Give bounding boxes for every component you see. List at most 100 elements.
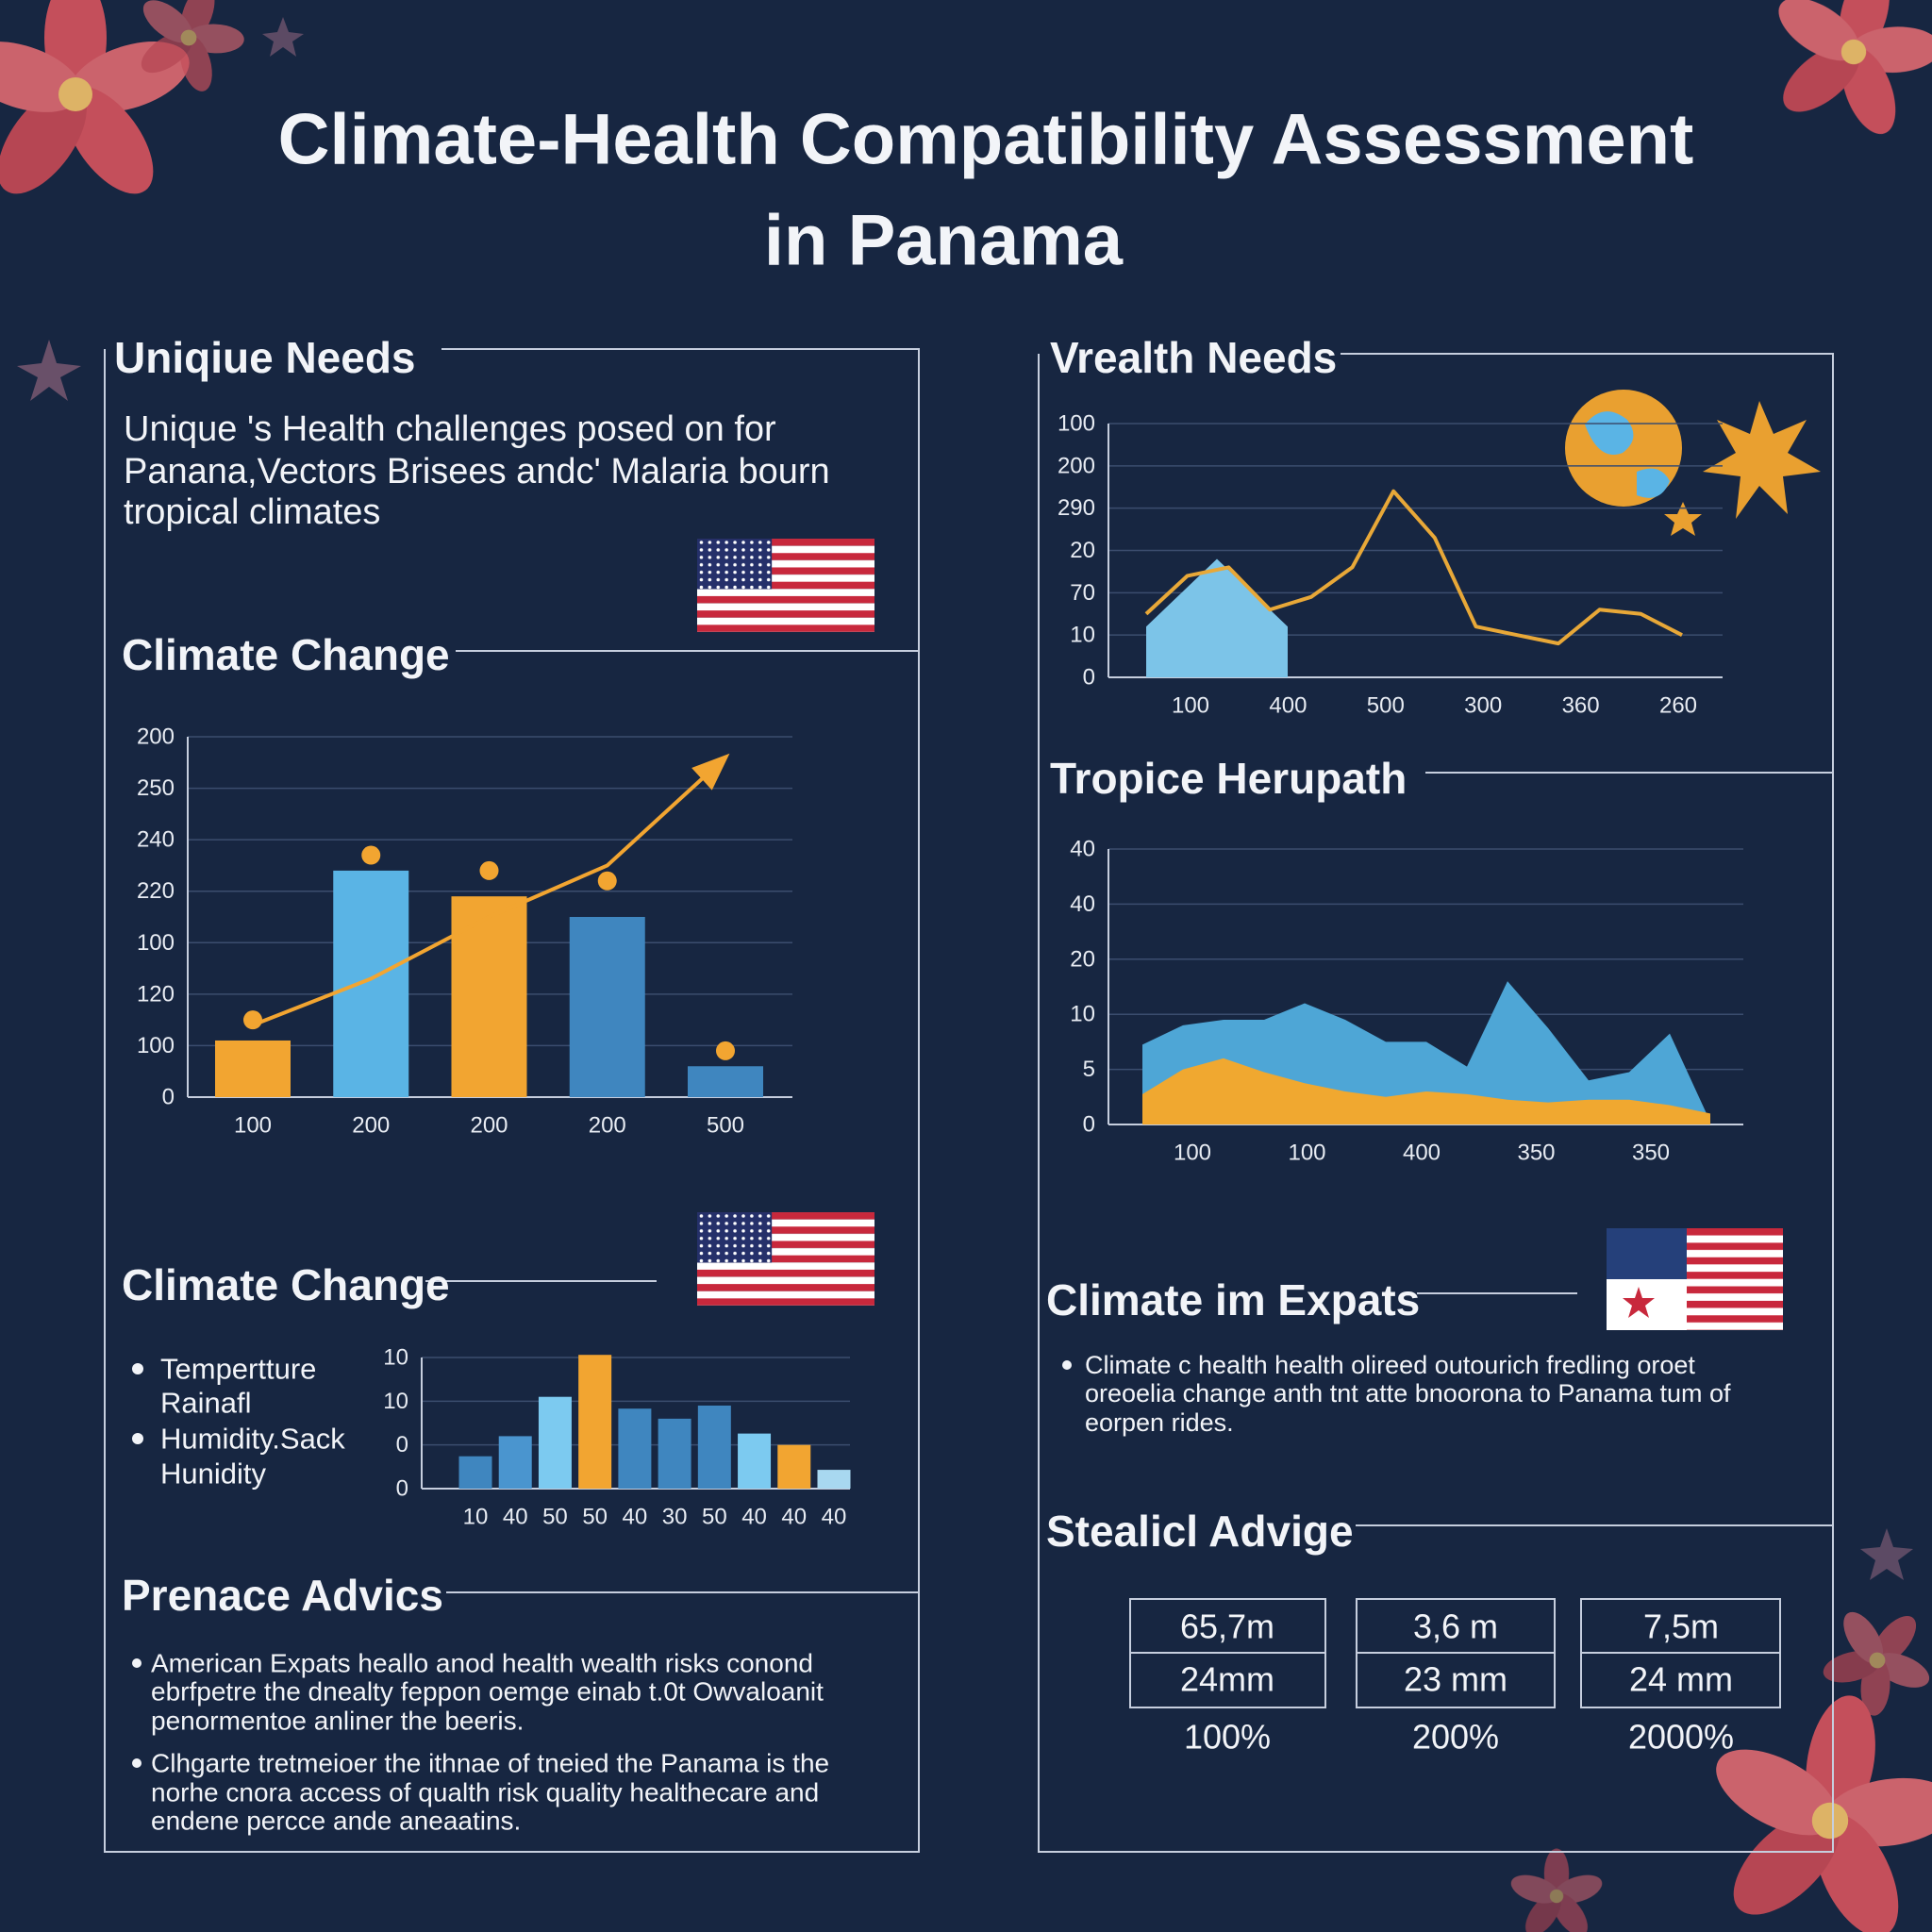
- line: [252, 756, 727, 1027]
- y-tick-label: 240: [137, 827, 175, 853]
- table-cell: 24mm: [1180, 1660, 1274, 1699]
- bullet-text: Hunidity: [160, 1457, 266, 1491]
- bullet: [132, 1433, 143, 1444]
- bullet-text: norhe cnora access of qualth risk qualit…: [151, 1778, 819, 1807]
- y-tick-label: 10: [1070, 1002, 1095, 1027]
- bar: [569, 917, 645, 1097]
- panel-frame: [104, 348, 920, 1853]
- y-tick-label: 0: [162, 1085, 175, 1110]
- table-cell: 2000%: [1628, 1718, 1734, 1757]
- section-heading: Stealicl Advige: [1046, 1507, 1354, 1556]
- title: Climate-Health Compatibility Assessment: [278, 100, 1694, 180]
- y-tick-label: 220: [137, 878, 175, 904]
- x-tick-label: 350: [1517, 1141, 1555, 1166]
- table-cell: 200%: [1412, 1718, 1499, 1757]
- bullet-text: eorpen rides.: [1085, 1408, 1234, 1437]
- x-tick-label: 50: [542, 1505, 568, 1530]
- x-tick-label: 40: [781, 1505, 807, 1530]
- x-tick-label: 200: [470, 1113, 508, 1139]
- arrow-head: [691, 753, 730, 791]
- title: in Panama: [764, 201, 1124, 281]
- x-tick-label: 10: [463, 1505, 489, 1530]
- section-heading: Climate im Expats: [1046, 1275, 1420, 1324]
- y-tick-label: 70: [1070, 580, 1095, 606]
- x-tick-label: 100: [1172, 693, 1209, 719]
- x-tick-label: 100: [234, 1113, 272, 1139]
- line: [1144, 489, 1683, 646]
- y-tick-label: 250: [137, 775, 175, 801]
- x-tick-label: 40: [741, 1505, 767, 1530]
- bullet: [132, 1758, 142, 1768]
- y-tick-label: 40: [1070, 837, 1095, 862]
- y-tick-label: 100: [1058, 411, 1095, 437]
- section-heading: Climate Change: [122, 1260, 450, 1309]
- table-cell: 23 mm: [1404, 1660, 1507, 1699]
- marker: [716, 1041, 735, 1060]
- x-tick-label: 400: [1403, 1141, 1441, 1166]
- x-tick-label: 50: [582, 1505, 608, 1530]
- y-tick-label: 5: [1083, 1057, 1095, 1082]
- flag: [697, 1212, 874, 1306]
- bar: [458, 1456, 492, 1489]
- y-tick-label: 290: [1058, 495, 1095, 521]
- y-tick-label: 10: [383, 1345, 408, 1371]
- bar: [688, 1066, 763, 1097]
- marker: [597, 871, 617, 891]
- table-frame: [1129, 1598, 1781, 1708]
- y-tick-label: 40: [1070, 891, 1095, 917]
- x-tick-label: 100: [1174, 1141, 1211, 1166]
- flag: [1607, 1228, 1783, 1330]
- table-cell: 7,5m: [1643, 1607, 1719, 1646]
- table-cell: 65,7m: [1180, 1607, 1274, 1646]
- x-tick-label: 30: [662, 1505, 688, 1530]
- section-heading: Prenace Advics: [122, 1571, 443, 1620]
- panel-frame: [1038, 353, 1834, 1853]
- bar: [333, 870, 409, 1097]
- section-heading: Uniqiue Needs: [114, 333, 416, 382]
- bar: [451, 896, 527, 1097]
- bullet-text: Clhgarte tretmeioer the ithnae of tneied…: [151, 1749, 829, 1778]
- bullet-text: American Expats heallo anod health wealt…: [151, 1649, 813, 1678]
- decoration: [1565, 390, 1821, 536]
- bar: [658, 1418, 691, 1489]
- y-tick-label: 120: [137, 981, 175, 1007]
- y-tick-label: 200: [1058, 453, 1095, 478]
- bullet: [132, 1363, 143, 1374]
- x-tick-label: 40: [623, 1505, 648, 1530]
- section-heading: Climate Change: [122, 630, 450, 679]
- y-tick-label: 0: [1083, 665, 1095, 691]
- x-tick-label: 500: [707, 1113, 744, 1139]
- table-cell: 24 mm: [1629, 1660, 1733, 1699]
- bar: [817, 1470, 851, 1489]
- x-tick-label: 360: [1562, 693, 1600, 719]
- bar: [578, 1355, 612, 1489]
- y-tick-label: 20: [1070, 946, 1095, 972]
- bullet-text: Climate c health health olireed outouric…: [1085, 1351, 1695, 1379]
- y-tick-label: 100: [137, 930, 175, 956]
- bar: [215, 1040, 291, 1097]
- y-tick-label: 200: [137, 724, 175, 750]
- bullet-text: oreoelia change anth tnt atte bnoorona t…: [1085, 1379, 1731, 1407]
- bullet-text: ebrfpetre the dnealty feppon oemge einab…: [151, 1677, 824, 1707]
- section-heading: Tropice Herupath: [1050, 754, 1407, 803]
- x-tick-label: 40: [822, 1505, 847, 1530]
- marker: [479, 860, 499, 880]
- bullet: [132, 1658, 142, 1668]
- x-tick-label: 260: [1659, 693, 1697, 719]
- bar: [697, 1405, 731, 1489]
- section-heading: Vrealth Needs: [1050, 333, 1337, 382]
- bullet-text: Tempertture: [160, 1353, 316, 1386]
- table-cell: 100%: [1184, 1718, 1271, 1757]
- bullet-text: Humidity.Sack: [160, 1423, 345, 1456]
- y-tick-label: 10: [383, 1389, 408, 1414]
- x-tick-label: 300: [1464, 693, 1502, 719]
- x-tick-label: 50: [702, 1505, 727, 1530]
- bullet-text: penormentoe anliner the beeris.: [151, 1707, 524, 1736]
- x-tick-label: 350: [1632, 1141, 1670, 1166]
- bar: [498, 1436, 532, 1489]
- bullet: [1062, 1360, 1072, 1370]
- x-tick-label: 100: [1288, 1141, 1325, 1166]
